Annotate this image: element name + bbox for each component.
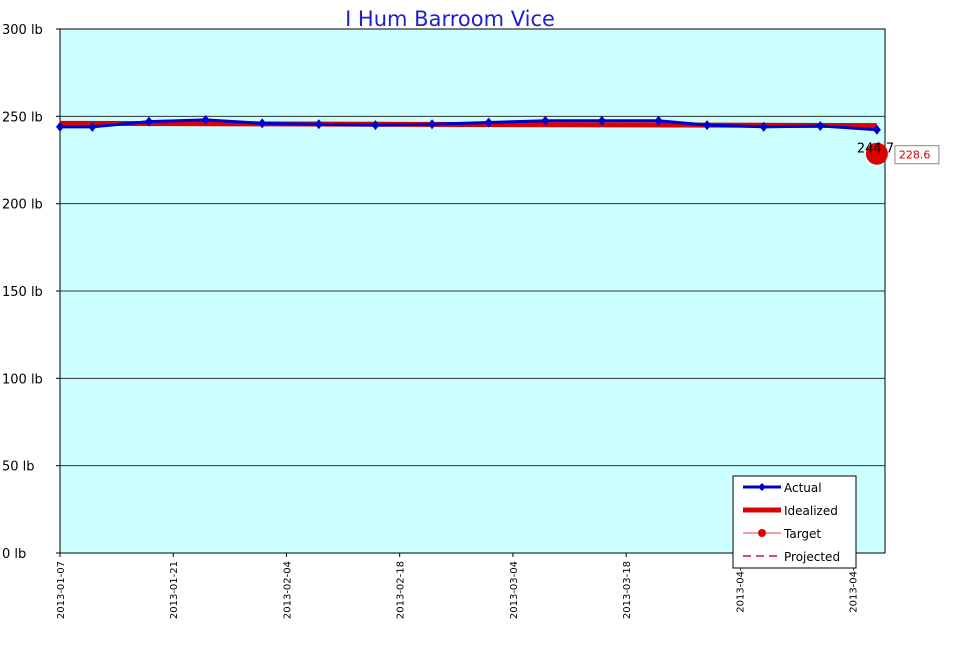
actual-point bbox=[541, 115, 550, 126]
legend-label: Actual bbox=[784, 481, 822, 495]
legend-marker bbox=[758, 483, 766, 491]
actual-point bbox=[654, 115, 663, 126]
series-actual-line bbox=[60, 118, 878, 132]
y-axis: 0 lb 50 lb 100 lb 150 lb 200 lb 250 lb 300 lb bbox=[2, 23, 60, 562]
y-tick-label: 250 lb bbox=[2, 110, 43, 125]
actual-point bbox=[144, 116, 153, 127]
x-tick-label: 2013-03-04 bbox=[509, 561, 520, 619]
legend-item-target: Target bbox=[743, 527, 821, 541]
actual-point bbox=[258, 118, 267, 129]
actual-point bbox=[759, 121, 768, 132]
y-tick-label: 200 lb bbox=[2, 198, 43, 213]
legend-label: Target bbox=[783, 527, 821, 541]
idealized-end-label: 244.7 bbox=[857, 142, 894, 157]
y-tick-label: 100 lb bbox=[2, 372, 43, 387]
y-tick-label: 0 lb bbox=[2, 547, 26, 562]
target-point bbox=[865, 142, 888, 165]
actual-point bbox=[484, 117, 493, 128]
x-tick-label: 2013-01-07 bbox=[56, 561, 67, 619]
actual-point bbox=[816, 120, 825, 131]
y-tick-label: 50 lb bbox=[2, 460, 35, 475]
actual-point bbox=[872, 124, 881, 135]
actual-point bbox=[56, 121, 64, 132]
actual-point bbox=[597, 115, 606, 126]
chart-title: I Hum Barroom Vice bbox=[345, 7, 555, 31]
legend-item-actual: Actual bbox=[743, 481, 822, 495]
actual-point bbox=[428, 119, 437, 130]
legend-box bbox=[732, 475, 857, 569]
annotation-layer: 244.7 228.6 bbox=[857, 142, 940, 165]
series-layer bbox=[56, 114, 888, 165]
actual-point bbox=[314, 119, 323, 130]
actual-point bbox=[88, 121, 97, 132]
actual-point bbox=[371, 120, 380, 131]
legend-label: Idealized bbox=[784, 504, 838, 518]
actual-point bbox=[201, 114, 210, 125]
x-tick-label: 2013-03-18 bbox=[622, 561, 633, 619]
y-tick-label: 150 lb bbox=[2, 285, 43, 300]
legend-item-idealized: Idealized bbox=[743, 504, 838, 518]
legend-label: Projected bbox=[784, 550, 840, 564]
x-tick-label: 2013-04-1 bbox=[849, 561, 860, 613]
x-tick-label: 2013-02-18 bbox=[396, 561, 407, 619]
actual-point bbox=[703, 120, 712, 131]
x-tick-label: 2013-01-21 bbox=[169, 561, 180, 619]
x-tick-label: 2013-02-04 bbox=[282, 561, 293, 619]
gridlines bbox=[60, 115, 885, 467]
legend: Actual Idealized Target Projected bbox=[732, 475, 857, 569]
x-tick-label: 2013-04-0 bbox=[735, 561, 746, 613]
legend-item-projected: Projected bbox=[743, 550, 840, 564]
y-tick-label: 300 lb bbox=[2, 23, 43, 38]
legend-marker bbox=[758, 529, 766, 537]
target-label: 228.6 bbox=[899, 149, 931, 162]
target-label-box bbox=[894, 145, 940, 165]
